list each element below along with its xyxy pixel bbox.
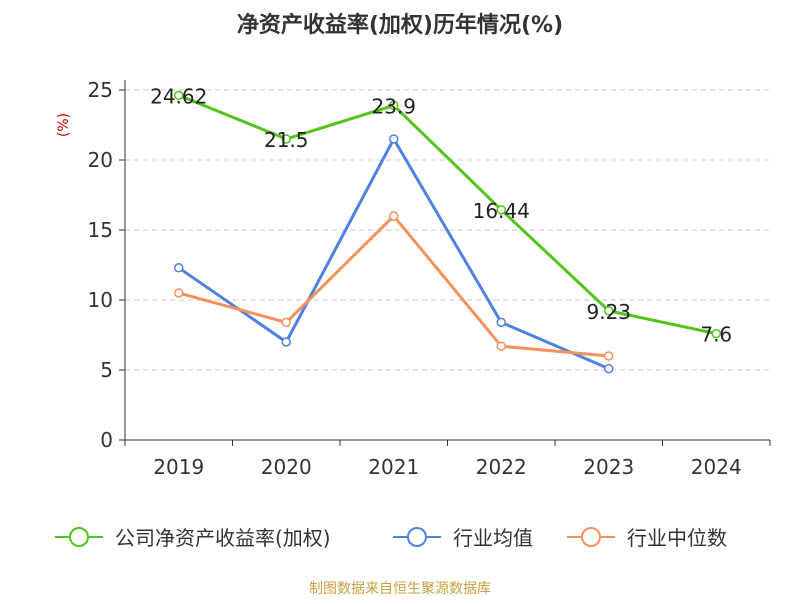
data-label: 21.5 <box>264 128 309 152</box>
data-label-layer: 24.62 21.5 23.9 16.44 9.23 7.6 <box>150 84 732 346</box>
series-point-0 <box>281 134 291 144</box>
chart-title: 净资产收益率(加权)历年情况(%) <box>237 12 563 38</box>
series-point-2 <box>496 341 506 351</box>
series-point-0 <box>604 306 614 316</box>
legend-label: 行业中位数 <box>627 526 727 550</box>
series-point-1 <box>281 337 291 347</box>
y-axis-unit-label: (%) <box>56 113 72 137</box>
series-point-2 <box>604 351 614 361</box>
y-tick-label: 10 <box>88 288 113 312</box>
source-note: 制图数据来自恒生聚源数据库 <box>309 581 491 597</box>
data-label: 23.9 <box>371 94 416 118</box>
y-tick-label: 25 <box>88 78 113 102</box>
x-tick-label: 2023 <box>583 455 634 479</box>
x-tick-label: 2020 <box>261 455 312 479</box>
x-tick-label: 2024 <box>691 455 742 479</box>
data-label: 9.23 <box>586 300 631 324</box>
y-tick-label: 15 <box>88 218 113 242</box>
data-label: 7.6 <box>700 323 732 347</box>
series-point-0 <box>496 205 506 215</box>
y-tick-label: 0 <box>100 428 113 452</box>
series-line-0 <box>178 93 717 336</box>
series-point-2 <box>174 288 184 298</box>
legend-marker <box>581 527 601 547</box>
x-tick-label: 2022 <box>476 455 527 479</box>
series-point-2 <box>281 317 291 328</box>
series-point-1 <box>389 134 399 144</box>
data-label: 16.44 <box>473 199 530 223</box>
series-layer <box>174 90 721 374</box>
legend: 公司净资产收益率(加权) 行业均值 行业中位数 <box>55 526 727 550</box>
y-tick-label: 5 <box>100 358 113 382</box>
legend-label: 行业均值 <box>453 526 533 550</box>
series-line-1 <box>177 137 610 370</box>
series-point-1 <box>174 263 184 273</box>
y-tick-label: 20 <box>88 148 113 172</box>
series-line-2 <box>178 214 609 358</box>
axis-layer: 0 5 10 15 20 25 2019 2020 2021 2022 2023 2024 <box>88 78 771 479</box>
legend-label: 公司净资产收益率(加权) <box>115 526 331 550</box>
data-label: 24.62 <box>150 84 207 108</box>
legend-marker <box>407 527 427 547</box>
legend-marker <box>69 527 89 547</box>
series-point-2 <box>389 211 399 221</box>
series-point-1 <box>496 317 506 328</box>
series-point-0 <box>711 328 721 339</box>
series-point-1 <box>604 363 614 374</box>
x-tick-label: 2019 <box>153 455 204 479</box>
series-point-0 <box>389 100 399 111</box>
series-point-0 <box>174 90 184 101</box>
x-tick-label: 2021 <box>368 455 419 479</box>
